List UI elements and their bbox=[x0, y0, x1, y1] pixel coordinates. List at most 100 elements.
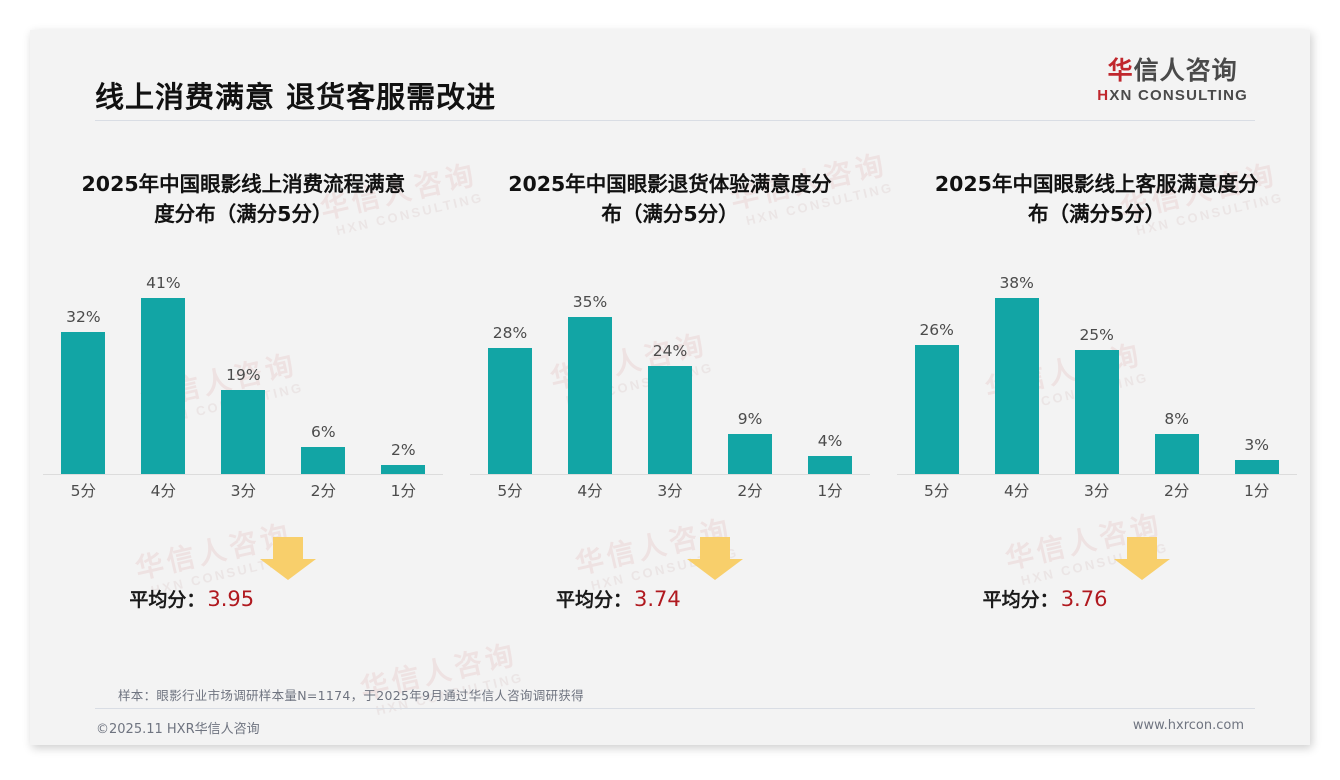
bar-value-label: 38% bbox=[999, 274, 1034, 293]
bar-column: 4% bbox=[790, 274, 870, 475]
bar-rect[interactable] bbox=[61, 332, 106, 475]
average-score-label: 平均分： bbox=[129, 589, 206, 612]
x-tick-label: 2分 bbox=[737, 482, 763, 501]
footer-divider bbox=[95, 708, 1255, 709]
bar-column: 24% bbox=[630, 274, 710, 475]
logo-chinese-text: 华信人咨询 bbox=[1097, 58, 1248, 83]
chart-title: 2025年中国眼影退货体验满意度分布（满分5分） bbox=[508, 172, 832, 226]
bar-group: 32% 41% 19% 6% bbox=[43, 274, 443, 475]
bar-rect[interactable] bbox=[568, 317, 612, 475]
average-score-label: 平均分： bbox=[982, 589, 1059, 612]
chart-panel-return-experience: 2025年中国眼影退货体验满意度分布（满分5分） 28% 35% 24% bbox=[457, 140, 884, 660]
bar-column: 6% bbox=[283, 274, 363, 475]
chart-title: 2025年中国眼影线上客服满意度分布（满分5分） bbox=[934, 172, 1259, 226]
x-tick-label: 1分 bbox=[1243, 482, 1270, 501]
bar-value-label: 41% bbox=[146, 274, 181, 293]
bar-rect[interactable] bbox=[1234, 460, 1279, 475]
slide-header: 线上消费满意 退货客服需改进 华信人咨询 HXN CONSULTING bbox=[30, 30, 1310, 122]
chart-panel-customer-service: 2025年中国眼影线上客服满意度分布（满分5分） 26% 38% 25% bbox=[883, 140, 1310, 660]
bar-rect[interactable] bbox=[301, 447, 346, 475]
bar-column: 2% bbox=[363, 274, 443, 475]
bar-rect[interactable] bbox=[808, 456, 852, 475]
bar-value-label: 26% bbox=[919, 321, 954, 340]
average-score-text: 平均分：3.74 bbox=[556, 585, 681, 612]
chart-title: 2025年中国眼影线上消费流程满意度分布（满分5分） bbox=[81, 172, 406, 226]
bar-column: 38% bbox=[977, 274, 1057, 475]
x-axis-labels: 5分 4分 3分 2分 1分 bbox=[470, 479, 870, 509]
bar-rect[interactable] bbox=[648, 366, 692, 475]
down-arrow-icon bbox=[260, 537, 317, 581]
bar-value-label: 24% bbox=[652, 342, 688, 361]
x-tick-label: 3分 bbox=[230, 482, 257, 501]
x-tick-label: 4分 bbox=[577, 482, 603, 501]
charts-row: 2025年中国眼影线上消费流程满意度分布（满分5分） 32% 41% 19% bbox=[30, 140, 1310, 660]
bar-rect[interactable] bbox=[488, 348, 532, 475]
x-tick-label: 4分 bbox=[1003, 482, 1030, 501]
bar-rect[interactable] bbox=[381, 465, 426, 475]
down-arrow-icon bbox=[1113, 537, 1170, 581]
chart-axis-line bbox=[43, 474, 444, 476]
bar-group: 26% 38% 25% 8% bbox=[897, 274, 1297, 475]
x-tick-label: 5分 bbox=[497, 482, 523, 501]
bar-rect[interactable] bbox=[994, 298, 1039, 475]
bar-rect[interactable] bbox=[221, 390, 266, 475]
bar-rect[interactable] bbox=[728, 434, 772, 475]
chart-axis-line bbox=[470, 474, 870, 476]
logo-en-rest: XN CONSULTING bbox=[1109, 87, 1248, 104]
bar-group: 28% 35% 24% 9% bbox=[470, 274, 870, 475]
x-tick-label: 2分 bbox=[310, 482, 337, 501]
logo-english-text: HXN CONSULTING bbox=[1097, 88, 1248, 103]
source-footnote: 样本：眼影行业市场调研样本量N=1174，于2025年9月通过华信人咨询调研获得 bbox=[118, 688, 584, 703]
bar-value-label: 9% bbox=[737, 410, 763, 429]
x-axis-labels: 5分 4分 3分 2分 1分 bbox=[897, 479, 1297, 509]
x-tick-label: 3分 bbox=[657, 482, 683, 501]
average-score-block: 平均分：3.76 bbox=[927, 535, 1267, 621]
x-tick-label: 5分 bbox=[70, 482, 97, 501]
bar-value-label: 3% bbox=[1244, 436, 1269, 455]
average-score-text: 平均分：3.76 bbox=[983, 585, 1108, 612]
bar-column: 9% bbox=[710, 274, 790, 475]
down-arrow-icon bbox=[687, 537, 743, 581]
chart-axis-line bbox=[896, 474, 1297, 476]
brand-logo: 华信人咨询 HXN CONSULTING bbox=[1097, 58, 1248, 103]
bar-chart-plot: 28% 35% 24% 9% bbox=[470, 247, 870, 509]
logo-en-first-char: H bbox=[1097, 87, 1110, 104]
bar-column: 35% bbox=[550, 274, 630, 475]
average-score-text: 平均分：3.95 bbox=[129, 585, 254, 612]
chart-panel-online-purchase: 2025年中国眼影线上消费流程满意度分布（满分5分） 32% 41% 19% bbox=[30, 140, 457, 660]
average-score-value: 3.76 bbox=[1060, 587, 1108, 612]
bar-column: 41% bbox=[123, 274, 203, 475]
bar-rect[interactable] bbox=[141, 298, 186, 475]
bar-value-label: 25% bbox=[1079, 326, 1114, 345]
x-tick-label: 4分 bbox=[150, 482, 177, 501]
average-score-value: 3.95 bbox=[207, 587, 255, 612]
bar-chart-plot: 32% 41% 19% 6% bbox=[43, 247, 444, 509]
bar-value-label: 4% bbox=[817, 432, 843, 451]
x-tick-label: 3分 bbox=[1083, 482, 1110, 501]
logo-cn-first-char: 华 bbox=[1107, 56, 1134, 85]
bar-column: 26% bbox=[897, 274, 977, 475]
bar-value-label: 28% bbox=[492, 324, 528, 343]
bar-rect[interactable] bbox=[914, 345, 959, 475]
bar-rect[interactable] bbox=[1074, 350, 1119, 475]
x-axis-labels: 5分 4分 3分 2分 1分 bbox=[43, 479, 443, 509]
slide-card: 华信人咨询 HXN CONSULTING 华信人咨询 HXN CONSULTIN… bbox=[30, 30, 1310, 745]
logo-cn-rest: 信人咨询 bbox=[1133, 56, 1238, 85]
bar-rect[interactable] bbox=[1154, 434, 1199, 475]
bar-value-label: 19% bbox=[226, 366, 261, 385]
average-score-label: 平均分： bbox=[556, 589, 633, 612]
x-tick-label: 2分 bbox=[1163, 482, 1190, 501]
x-tick-label: 1分 bbox=[817, 482, 843, 501]
bar-value-label: 2% bbox=[391, 441, 416, 460]
x-tick-label: 1分 bbox=[390, 482, 417, 501]
x-tick-label: 5分 bbox=[923, 482, 950, 501]
copyright-text: ©2025.11 HXR华信人咨询 bbox=[96, 722, 260, 737]
bar-value-label: 35% bbox=[572, 293, 608, 312]
page-title: 线上消费满意 退货客服需改进 bbox=[95, 80, 497, 114]
bar-column: 32% bbox=[43, 274, 123, 475]
website-url[interactable]: www.hxrcon.com bbox=[1132, 718, 1244, 733]
slide-footer: ©2025.11 HXR华信人咨询 www.hxrcon.com bbox=[30, 716, 1310, 745]
bar-column: 19% bbox=[203, 274, 283, 475]
bar-value-label: 8% bbox=[1164, 410, 1189, 429]
bar-chart-plot: 26% 38% 25% 8% bbox=[896, 247, 1297, 509]
